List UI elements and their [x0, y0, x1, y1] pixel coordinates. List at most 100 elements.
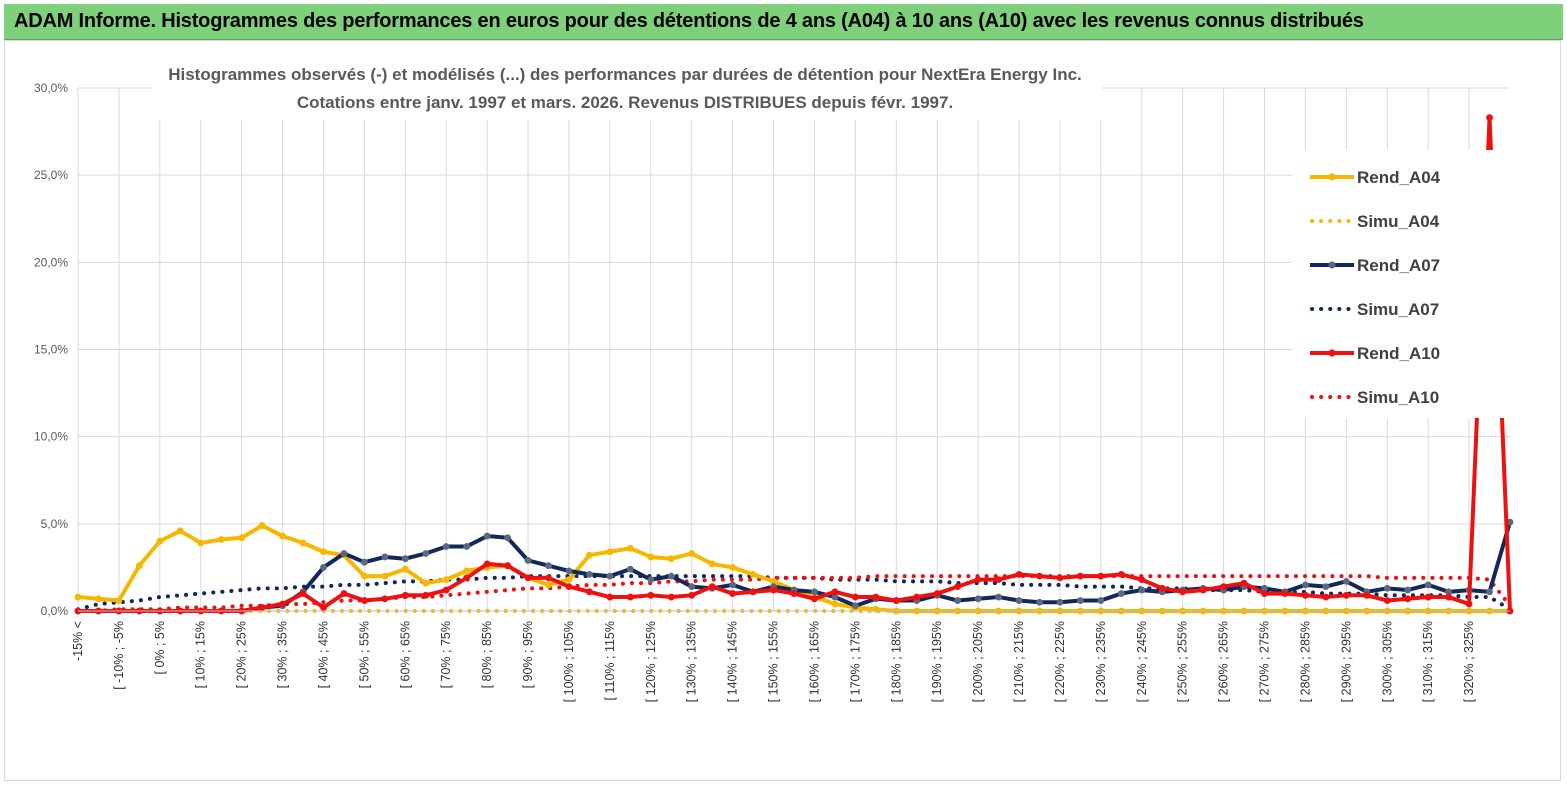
data-point — [422, 550, 430, 557]
x-tick-label: [ 280% ; 285% — [1298, 621, 1312, 702]
x-tick-label: [ 140% ; 145% — [726, 621, 740, 702]
series-simu-a10 — [76, 574, 1512, 613]
x-tick-label: [ 20% ; 25% — [235, 621, 249, 688]
data-point — [1036, 572, 1043, 580]
title-backdrop — [152, 58, 1102, 120]
data-point — [974, 576, 982, 584]
data-point — [729, 581, 737, 589]
legend-marker-rend-a04 — [1328, 173, 1336, 181]
data-point — [626, 565, 634, 573]
x-tick-label: [ 190% ; 195% — [930, 621, 944, 702]
data-point — [586, 588, 593, 596]
data-point — [872, 593, 880, 601]
y-tick-label: 10,0% — [34, 430, 68, 444]
data-point — [1015, 570, 1023, 578]
data-point — [667, 593, 675, 601]
legend-label-simu-a10: Simu_A10 — [1357, 388, 1439, 407]
data-point — [647, 553, 655, 561]
data-point — [340, 590, 348, 597]
data-point — [1220, 583, 1227, 590]
data-point — [688, 583, 696, 590]
data-point — [647, 591, 655, 599]
data-point — [115, 597, 123, 604]
x-tick-label: [ 200% ; 205% — [971, 621, 985, 702]
data-point — [483, 532, 491, 540]
x-tick-label: [ 240% ; 245% — [1135, 621, 1149, 702]
x-tick-label: [ 160% ; 165% — [807, 621, 821, 702]
legend: Rend_A04 Simu_A04 Rend_A07 Simu_A07 Rend_A10… — [1292, 150, 1522, 418]
x-tick-label: [ 210% ; 215% — [1012, 621, 1026, 702]
legend-backdrop — [1292, 150, 1522, 418]
x-tick-label: [ 170% ; 175% — [848, 621, 862, 702]
data-point — [749, 588, 757, 596]
report-banner: ADAM Informe. Histogrammes des performan… — [4, 4, 1563, 40]
y-tick-label: 20,0% — [34, 255, 68, 269]
data-point — [197, 539, 205, 547]
data-point — [504, 562, 511, 570]
data-point — [1302, 581, 1309, 589]
data-point — [708, 583, 716, 590]
data-point — [1486, 114, 1493, 122]
data-point — [708, 560, 716, 568]
data-point — [974, 595, 982, 603]
x-tick-label: [ 130% ; 135% — [685, 621, 699, 702]
data-point — [1445, 588, 1453, 596]
data-point — [320, 604, 327, 611]
data-point — [1056, 598, 1064, 606]
data-point — [442, 586, 450, 594]
legend-label-simu-a07: Simu_A07 — [1357, 300, 1439, 319]
data-point — [1261, 584, 1268, 592]
x-tick-label: [ 60% ; 65% — [398, 621, 412, 688]
x-tick-label: [ 30% ; 35% — [276, 621, 290, 688]
data-point — [954, 597, 962, 604]
data-point — [1015, 597, 1023, 604]
data-point — [1404, 595, 1412, 603]
data-point — [279, 532, 286, 540]
x-tick-label: [ 0% ; 5% — [153, 621, 167, 675]
x-tick-label: [ 50% ; 55% — [357, 621, 371, 688]
data-point — [729, 590, 737, 597]
data-point — [74, 593, 82, 601]
data-point — [1363, 591, 1371, 599]
data-point — [688, 550, 696, 557]
y-tick-label: 15,0% — [34, 343, 68, 357]
data-point — [1117, 570, 1125, 578]
data-point — [1097, 572, 1105, 580]
data-point — [565, 583, 573, 590]
x-tick-label: [ 40% ; 45% — [316, 621, 330, 688]
x-tick-label: [ 90% ; 95% — [521, 621, 535, 688]
x-tick-label: [ 100% ; 105% — [562, 621, 576, 702]
legend-label-simu-a04: Simu_A04 — [1357, 212, 1440, 231]
data-point — [279, 600, 286, 608]
data-point — [1138, 576, 1146, 584]
data-point — [1240, 579, 1248, 587]
data-point — [688, 591, 696, 599]
data-point — [1056, 574, 1064, 582]
legend-label-rend-a10: Rend_A10 — [1357, 344, 1440, 363]
data-point — [565, 576, 573, 584]
data-point — [1036, 598, 1043, 606]
data-point — [995, 576, 1002, 584]
x-tick-label: [ 180% ; 185% — [889, 621, 903, 702]
data-point — [401, 555, 409, 563]
x-tick-label: [ 120% ; 125% — [644, 621, 658, 702]
data-point — [422, 579, 430, 587]
y-tick-label: 0,0% — [41, 604, 69, 618]
data-point — [442, 543, 450, 550]
data-point — [422, 591, 430, 599]
x-tick-label: [ 270% ; 275% — [1258, 621, 1272, 702]
x-tick-label: [ 150% ; 155% — [767, 621, 781, 702]
data-point — [504, 534, 511, 542]
data-point — [1281, 590, 1289, 597]
data-point — [770, 577, 777, 585]
data-point — [176, 527, 184, 535]
data-point — [1302, 591, 1309, 599]
data-point — [1179, 588, 1187, 596]
data-point — [1077, 572, 1084, 580]
series-rend-a10 — [74, 114, 1514, 615]
data-point — [340, 550, 348, 557]
data-point — [565, 567, 573, 575]
data-point — [1383, 584, 1391, 592]
data-point — [401, 565, 409, 573]
